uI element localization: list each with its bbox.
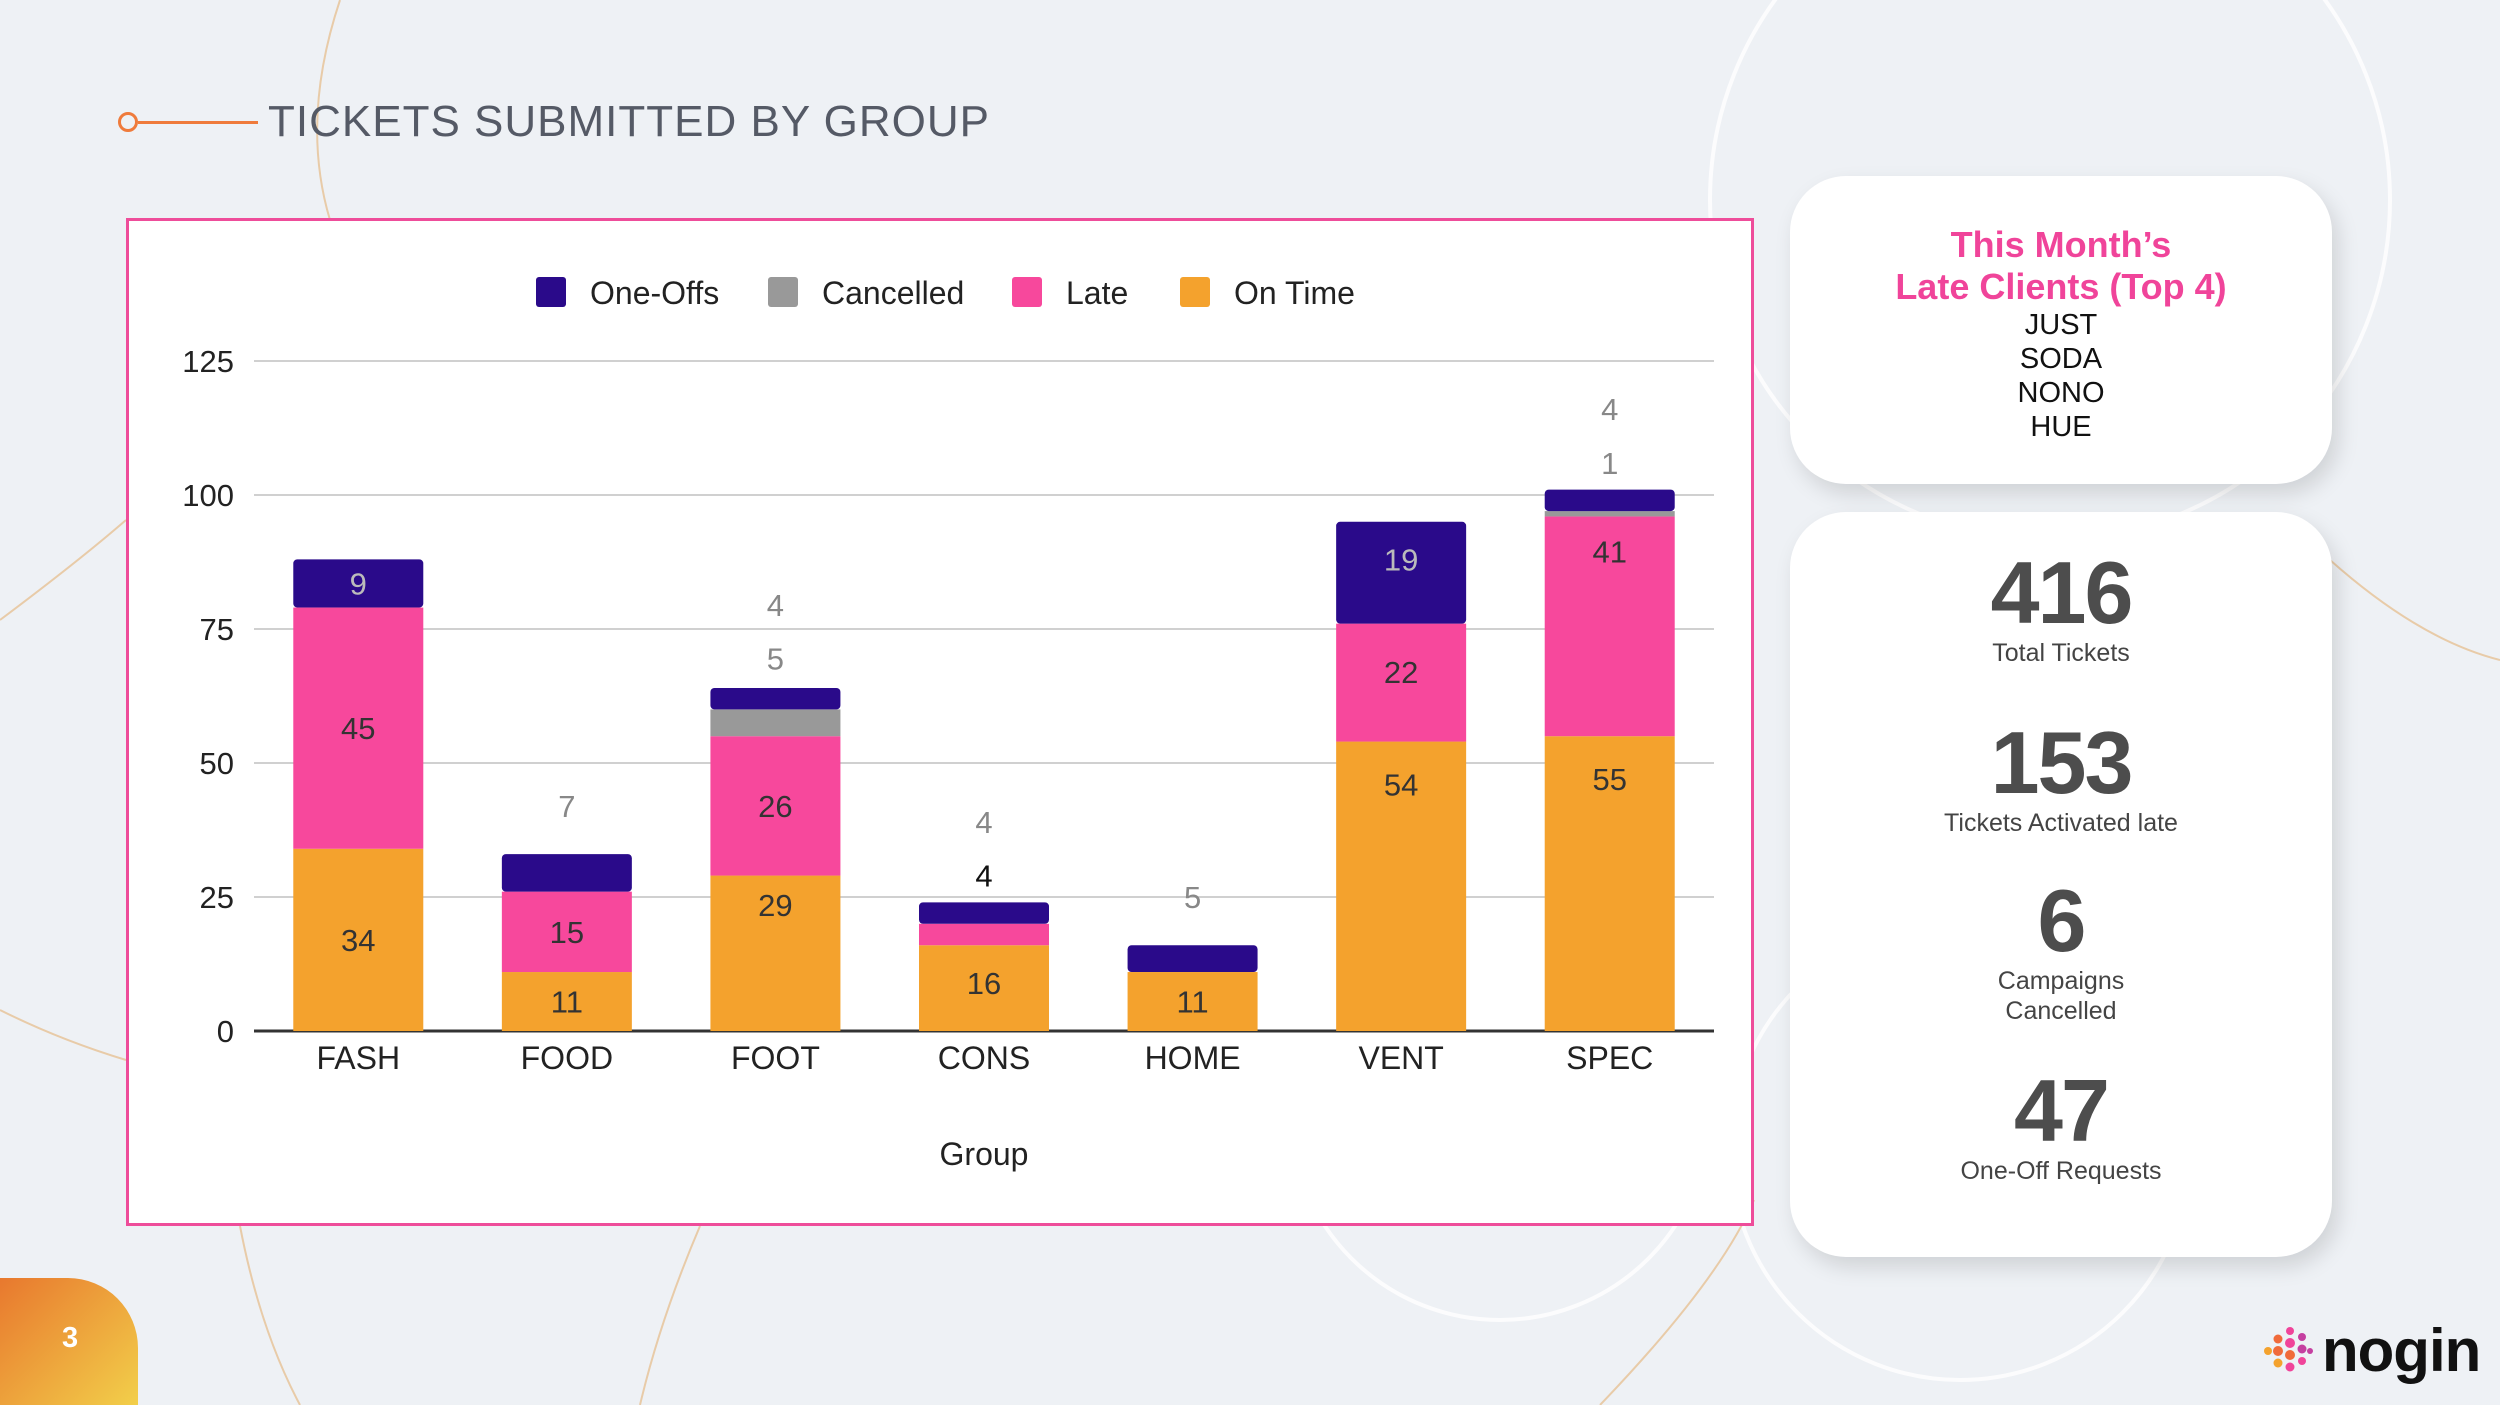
bar-segment-late	[501, 891, 632, 973]
title-divider	[138, 120, 258, 124]
legend-swatch	[1180, 277, 1210, 307]
data-label: 41	[1592, 534, 1626, 569]
client-item: SODA	[2019, 343, 2103, 375]
bar-segment-late	[919, 923, 1049, 946]
data-label: 55	[1592, 762, 1626, 797]
late-clients-heading: This Month’s Late Clients (Top 4)	[1790, 224, 2332, 308]
client-item: JUST	[2024, 309, 2098, 341]
data-label: 4	[1601, 392, 1618, 427]
bar-segment-on-time	[501, 972, 632, 1031]
data-label: 5	[767, 641, 784, 676]
data-label: 15	[550, 915, 584, 950]
page-number-badge	[0, 1278, 138, 1405]
legend-swatch	[536, 277, 566, 307]
stat-one-off-requests: 47 One-Off Requests	[1790, 1066, 2332, 1186]
x-tick-label: SPEC	[1566, 1040, 1653, 1076]
data-label: 5	[1184, 880, 1201, 915]
x-tick-label: CONS	[938, 1040, 1030, 1076]
legend-swatch	[1012, 277, 1042, 307]
y-tick-label: 75	[200, 612, 234, 647]
data-label: 26	[758, 789, 792, 824]
page-title: TICKETS SUBMITTED BY GROUP	[118, 92, 990, 152]
x-tick-label: HOME	[1145, 1040, 1241, 1076]
data-label: 22	[1384, 655, 1418, 690]
stat-label: Total Tickets	[1992, 639, 2130, 667]
page-number: 3	[62, 1322, 79, 1354]
legend-label: Cancelled	[822, 275, 964, 311]
x-tick-label: FOOD	[521, 1040, 613, 1076]
bar-segment-late	[1336, 623, 1467, 742]
bar-segment-one-offs	[919, 902, 1049, 924]
bar-segment-cancelled	[1544, 511, 1675, 517]
stat-label-line2: Cancelled	[2005, 997, 2117, 1025]
bar-segment-on-time	[1336, 741, 1467, 1031]
stat-total-tickets: 416 Total Tickets	[1790, 548, 2332, 668]
legend-label: On Time	[1234, 275, 1355, 311]
x-tick-label: FASH	[316, 1040, 400, 1076]
x-axis-title: Group	[940, 1136, 1029, 1172]
bar-segment-late	[293, 607, 424, 849]
late-clients-card: This Month’s Late Clients (Top 4) JUST S…	[1790, 176, 2332, 484]
stat-value: 416	[1990, 543, 2134, 642]
bar-segment-on-time	[710, 875, 841, 1031]
bar-segment-cancelled	[710, 709, 841, 737]
bar-segment-one-offs	[1544, 489, 1675, 512]
stat-label: Tickets Activated late	[1944, 809, 2178, 837]
data-label: 29	[758, 888, 792, 923]
client-item: NONO	[2017, 377, 2105, 409]
data-label: 45	[341, 711, 375, 746]
bar-segment-on-time	[293, 848, 424, 1031]
y-tick-label: 0	[217, 1014, 234, 1049]
stats-card: 416 Total Tickets 153 Tickets Activated …	[1790, 512, 2332, 1257]
y-tick-label: 50	[200, 746, 234, 781]
bar-segment-one-offs	[1336, 521, 1467, 624]
stat-value: 6	[2037, 871, 2087, 970]
late-clients-heading-line2: Late Clients (Top 4)	[1895, 266, 2227, 307]
bar-segment-on-time	[919, 945, 1049, 1031]
data-label: 19	[1384, 542, 1418, 577]
data-label: 4	[767, 588, 784, 623]
stat-label-line1: Campaigns	[1997, 967, 2125, 995]
bar-segment-one-offs	[501, 854, 632, 892]
nogin-logo: nogin	[2258, 1316, 2481, 1385]
logo-dots-icon	[2264, 1326, 2313, 1371]
x-tick-label: VENT	[1358, 1040, 1443, 1076]
stat-value: 153	[1990, 713, 2134, 812]
y-tick-label: 100	[182, 478, 234, 513]
stat-value: 47	[2014, 1061, 2110, 1160]
title-circle-icon	[118, 112, 138, 132]
data-label: 9	[350, 566, 367, 601]
stat-campaigns-cancelled: 6 Campaigns Cancelled	[1790, 876, 2332, 1026]
data-label: 11	[1176, 985, 1208, 1020]
bar-segment-on-time	[1127, 972, 1258, 1031]
bar-segment-one-offs	[710, 687, 841, 710]
y-tick-label: 25	[200, 880, 234, 915]
y-tick-label: 125	[182, 344, 234, 379]
client-item: HUE	[2030, 411, 2092, 443]
late-clients-heading-line1: This Month’s	[1950, 224, 2172, 265]
logo-text: nogin	[2322, 1317, 2481, 1384]
bar-segment-one-offs	[1127, 945, 1258, 973]
data-label: 1	[1601, 446, 1618, 481]
data-label: 11	[551, 985, 583, 1020]
legend-label: One-Offs	[590, 275, 719, 311]
page-title-text: TICKETS SUBMITTED BY GROUP	[268, 97, 990, 146]
stat-label: One-Off Requests	[1960, 1157, 2162, 1185]
stat-activated-late: 153 Tickets Activated late	[1790, 718, 2332, 838]
data-label: 4	[975, 859, 992, 894]
legend-label: Late	[1066, 275, 1128, 311]
data-label: 54	[1384, 767, 1418, 802]
data-label: 4	[975, 805, 992, 840]
bar-segment-late	[1544, 516, 1675, 737]
x-tick-label: FOOT	[731, 1040, 820, 1076]
bar-segment-on-time	[1544, 736, 1675, 1031]
legend-swatch	[768, 277, 798, 307]
data-label: 7	[558, 789, 575, 824]
chart-container: 0 25 50 75 100 125 One-Offs Cancelled Late On Tim…	[126, 218, 1754, 1226]
data-label: 16	[967, 966, 1001, 1001]
bar-segment-late	[710, 736, 841, 876]
bar-segment-one-offs	[293, 559, 424, 608]
data-label: 34	[341, 923, 375, 958]
